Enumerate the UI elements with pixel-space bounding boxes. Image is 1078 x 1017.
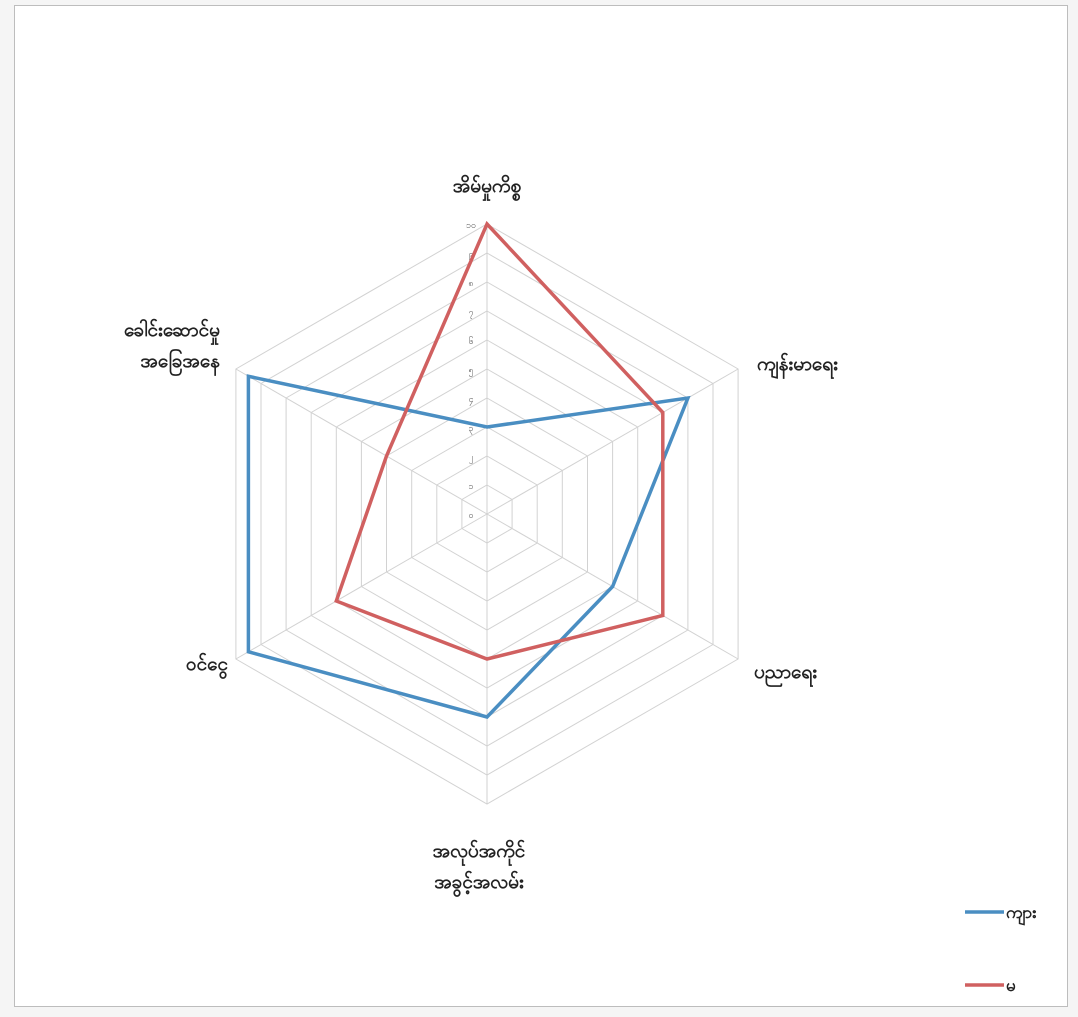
axis-label-5: ခေါင်းဆောင်မှုအခြေအနေ	[124, 317, 220, 377]
series-line-0	[246, 374, 691, 719]
axis-label-4: ဝင်ငွေ	[186, 651, 228, 680]
tick-label-1: ၁	[468, 482, 473, 492]
series-lines	[246, 220, 691, 719]
legend-label-0: ကျား	[1006, 903, 1037, 927]
tick-label-7: ၇	[468, 308, 473, 319]
tick-label-4: ၄	[468, 395, 473, 406]
tick-label-3: ၃	[468, 424, 473, 435]
tick-label-8: ၈	[468, 279, 473, 289]
tick-labels: ၀ ၁ ၂ ၃ ၄ ၅ ၆ ၇ ၈ ၉ ၁၀	[466, 221, 476, 521]
grid-spoke-4	[235, 513, 488, 660]
grid-spoke-5	[235, 368, 488, 515]
legend: ကျားမ	[965, 903, 1037, 996]
grid-spoke-1	[486, 368, 739, 515]
axis-label-0: အိမ်မှုကိစ္စ	[453, 173, 522, 202]
axis-label-1: ကျန်းမာရေး	[757, 351, 838, 380]
axis-label-2: ပညာရေး	[754, 661, 817, 688]
axis-label-3: အလုပ်အကိုင်အခွင့်အလမ်း	[433, 838, 526, 898]
axis-labels: အိမ်မှုကိစ္စကျန်းမာရေးပညာရေးအလုပ်အကိုင်အ…	[124, 173, 838, 898]
tick-label-6: ၆	[468, 336, 473, 347]
series-line-1	[334, 220, 665, 661]
legend-label-1: မ	[1006, 976, 1016, 996]
tick-label-10: ၁၀	[466, 221, 476, 231]
grid	[235, 223, 739, 805]
tick-label-2: ၂	[469, 453, 473, 464]
tick-label-0: ၀	[468, 511, 473, 521]
tick-label-9: ၉	[468, 250, 473, 261]
tick-label-5: ၅	[468, 366, 473, 377]
chart-frame	[14, 5, 1068, 1007]
